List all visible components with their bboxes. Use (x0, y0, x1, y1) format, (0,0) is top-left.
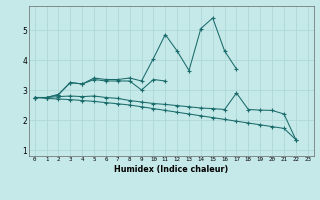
X-axis label: Humidex (Indice chaleur): Humidex (Indice chaleur) (114, 165, 228, 174)
